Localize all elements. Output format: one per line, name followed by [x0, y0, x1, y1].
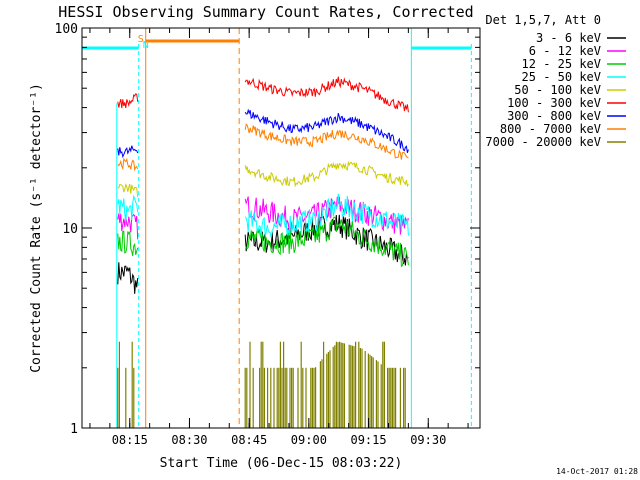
series-6-trace-segment-1 — [117, 145, 139, 159]
series-4-trace-segment-2 — [244, 160, 409, 188]
x-tick-label-2: 08:45 — [231, 433, 267, 447]
legend-label-2: 12 - 25 keV — [522, 57, 601, 71]
x-tick-label-0: 08:15 — [112, 433, 148, 447]
legend-label-1: 6 - 12 keV — [529, 44, 601, 58]
series-2-trace-segment-2 — [244, 216, 409, 268]
series-4-trace-segment-1 — [117, 183, 139, 198]
x-tick-label-3: 09:00 — [291, 433, 327, 447]
legend-header: Det 1,5,7, Att 0 — [485, 13, 601, 27]
series-5-trace-segment-2 — [244, 76, 409, 113]
y-ticks: 1 10 100 — [55, 22, 480, 437]
x-tick-label-4: 09:15 — [350, 433, 386, 447]
x-tick-label-1: 08:30 — [171, 433, 207, 447]
x-ticks: 08:15 08:30 08:45 09:00 09:15 09:30 — [89, 28, 469, 447]
series-3-trace-segment-2 — [244, 193, 409, 238]
x-tick-label-5: 09:30 — [410, 433, 446, 447]
series-7-trace-segment-1 — [117, 157, 139, 172]
legend-label-8: 7000 - 20000 keV — [485, 135, 601, 149]
legend-label-6: 300 - 800 keV — [507, 109, 601, 123]
series-7-trace-segment-2 — [244, 123, 409, 160]
legend-label-3: 25 - 50 keV — [522, 70, 601, 84]
legend-label-4: 50 - 100 keV — [514, 83, 601, 97]
series-6-trace-segment-2 — [244, 108, 409, 153]
plot-area: SN — [82, 28, 472, 428]
chart-title: HESSI Observing Summary Count Rates, Cor… — [58, 3, 473, 21]
y-tick-label-2: 100 — [55, 22, 78, 37]
y-tick-label-1: 10 — [62, 222, 78, 237]
series-0-trace-segment-2 — [244, 214, 409, 266]
series-3-trace-segment-1 — [117, 194, 139, 223]
series-0-trace-segment-1 — [117, 262, 139, 294]
flag-N: N — [143, 40, 149, 51]
y-axis-label: Corrected Count Rate (s⁻¹ detector⁻¹) — [29, 83, 44, 373]
legend-label-0: 3 - 6 keV — [536, 31, 601, 45]
series-1-trace-segment-1 — [117, 213, 139, 240]
series-2-trace-segment-1 — [117, 230, 139, 257]
flag-S: S — [138, 34, 144, 45]
y-tick-label-0: 1 — [70, 422, 78, 437]
footer-timestamp: 14-Oct-2017 01:28 — [556, 467, 638, 476]
series-5-trace-segment-1 — [117, 93, 139, 109]
legend-label-7: 800 - 7000 keV — [500, 122, 601, 136]
x-axis-label: Start Time (06-Dec-15 08:03:22) — [160, 456, 403, 471]
legend-label-5: 100 - 300 keV — [507, 96, 601, 110]
